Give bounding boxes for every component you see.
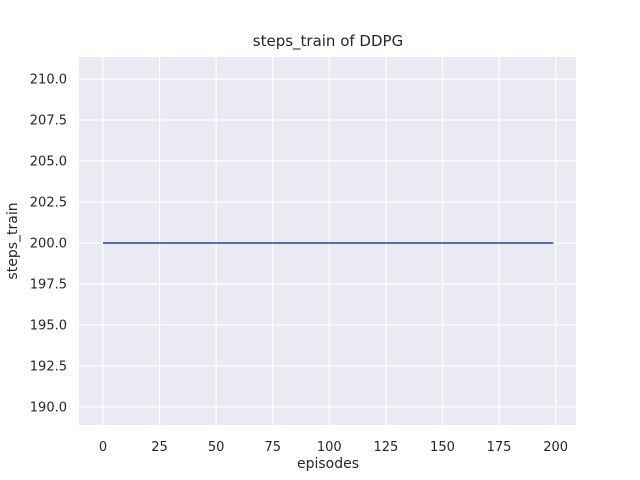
x-tick-label: 150 bbox=[430, 440, 455, 455]
y-tick-label: 190.0 bbox=[30, 400, 67, 415]
y-tick-label: 195.0 bbox=[30, 318, 67, 333]
x-tick-label: 175 bbox=[487, 440, 512, 455]
x-tick-label: 0 bbox=[99, 440, 107, 455]
y-tick-label: 207.5 bbox=[30, 113, 67, 128]
chart-title: steps_train of DDPG bbox=[253, 32, 403, 51]
x-tick-label: 100 bbox=[317, 440, 342, 455]
y-tick-label: 192.5 bbox=[30, 359, 67, 374]
y-tick-labels: 190.0 192.5 195.0 197.5 200.0 202.5 205.0 207.5… bbox=[30, 72, 67, 415]
y-tick-label: 202.5 bbox=[30, 195, 67, 210]
y-tick-label: 197.5 bbox=[30, 277, 67, 292]
y-tick-label: 210.0 bbox=[30, 72, 67, 87]
x-tick-labels: 0 25 50 75 100 125 150 175 200 bbox=[99, 440, 568, 455]
x-tick-label: 25 bbox=[151, 440, 168, 455]
x-axis-label: episodes bbox=[297, 456, 359, 472]
x-tick-label: 125 bbox=[373, 440, 398, 455]
y-tick-label: 200.0 bbox=[30, 236, 67, 251]
x-tick-label: 50 bbox=[208, 440, 225, 455]
y-tick-label: 205.0 bbox=[30, 154, 67, 169]
plot-background bbox=[79, 57, 576, 425]
x-tick-label: 200 bbox=[543, 440, 568, 455]
x-tick-label: 75 bbox=[264, 440, 281, 455]
y-axis-label: steps_train bbox=[5, 202, 21, 279]
